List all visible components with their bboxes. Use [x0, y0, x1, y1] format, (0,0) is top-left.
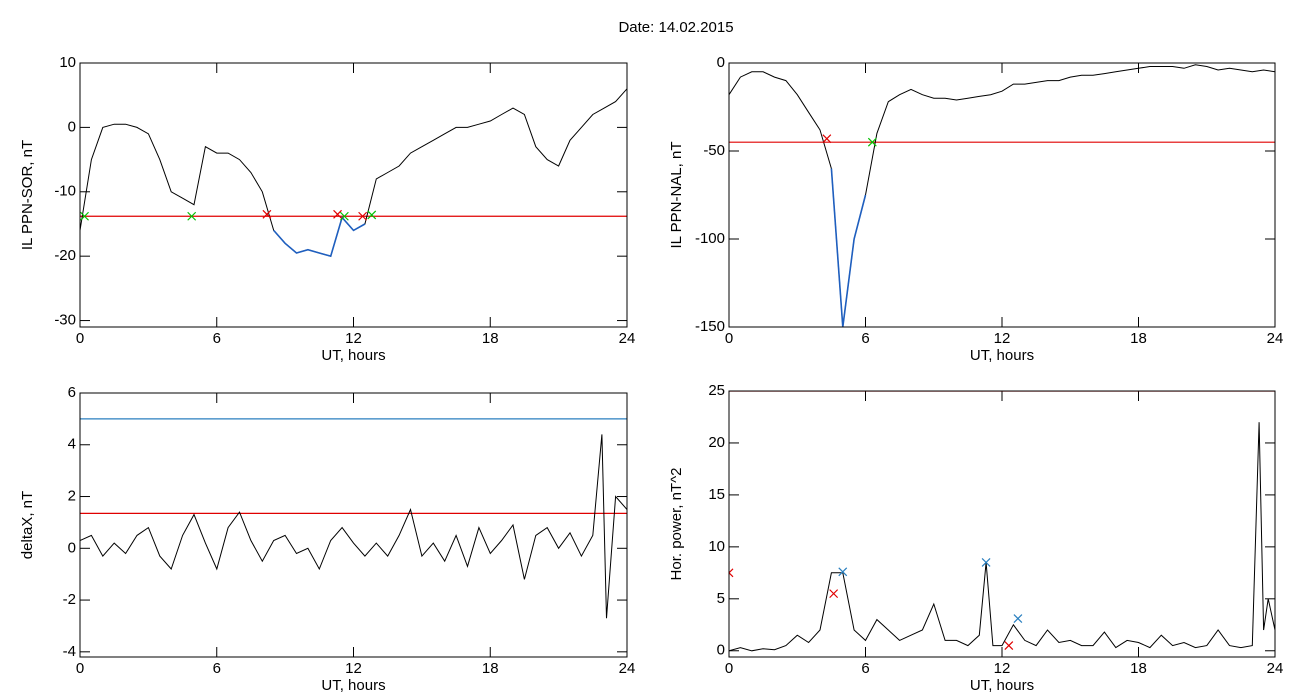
cross-stroke — [829, 589, 839, 599]
x-tick-label: 12 — [345, 330, 362, 347]
plot-frame — [728, 62, 1276, 328]
x-tick-label: 18 — [482, 330, 499, 347]
x-tick-label: 24 — [1267, 660, 1284, 677]
y-tick-label: 4 — [68, 436, 76, 453]
y-tick-label: -100 — [695, 230, 725, 247]
cross-stroke — [1004, 641, 1014, 650]
plot-area — [729, 391, 1275, 652]
x-axis-label: UT, hours — [321, 347, 385, 364]
y-tick-label: 20 — [708, 434, 725, 451]
y-axis-label: IL PPN-SOR, nT — [19, 140, 36, 250]
data-line — [273, 215, 366, 258]
y-tick-label: 0 — [68, 118, 76, 135]
cross-stroke — [838, 567, 848, 577]
x-tick-label: 12 — [345, 660, 362, 677]
x-axis-label: UT, hours — [970, 677, 1034, 694]
cross-marker — [822, 134, 832, 144]
y-axis-label: IL PPN-NAL, nT — [668, 142, 685, 249]
panel: 0 6 12 18 24 -150 -100 -50 0 UT, hours IL PPN-NAL,… — [668, 54, 1283, 364]
x-tick-label: 0 — [725, 660, 733, 677]
y-tick-label: 10 — [59, 54, 76, 71]
cross-marker — [339, 211, 349, 221]
plot-area — [80, 418, 627, 619]
panel: 0 6 12 18 24 -30 -20 -10 0 10 UT, hours IL PPN-SOR,… — [19, 54, 635, 364]
x-tick-label: 0 — [76, 330, 84, 347]
y-tick-label: 0 — [717, 642, 725, 659]
cross-marker — [829, 589, 839, 599]
data-line — [729, 422, 1275, 652]
cross-marker — [358, 211, 368, 221]
y-tick-label: -10 — [54, 183, 76, 200]
y-tick-label: -20 — [54, 247, 76, 264]
x-axis-label: UT, hours — [321, 677, 385, 694]
cross-marker — [981, 558, 991, 567]
cross-marker — [262, 209, 272, 219]
x-tick-label: 0 — [725, 330, 733, 347]
y-axis-label: deltaX, nT — [19, 491, 36, 559]
y-tick-label: 5 — [717, 590, 725, 607]
y-tick-label: -4 — [63, 643, 76, 660]
y-tick-label: -50 — [703, 142, 725, 159]
x-tick-label: 24 — [619, 330, 636, 347]
x-tick-label: 0 — [76, 660, 84, 677]
y-tick-label: 25 — [708, 382, 725, 399]
cross-stroke — [981, 558, 991, 567]
y-tick-label: 2 — [68, 487, 76, 504]
y-tick-label: 0 — [717, 54, 725, 71]
cross-stroke — [358, 211, 368, 221]
cross-marker — [333, 209, 342, 219]
cross-marker — [1013, 614, 1023, 623]
x-tick-label: 6 — [213, 660, 221, 677]
cross-marker — [867, 137, 877, 147]
x-tick-label: 6 — [213, 330, 221, 347]
data-line — [80, 434, 627, 619]
plot-area — [729, 64, 1275, 327]
cross-stroke — [822, 134, 832, 144]
panel: 0 6 12 18 24 0 5 10 15 20 25 UT, hours Hor. power, n… — [668, 382, 1283, 694]
y-tick-label: -2 — [63, 591, 76, 608]
cross-stroke — [729, 571, 734, 578]
y-tick-label: -30 — [54, 312, 76, 329]
plot-frame — [79, 392, 628, 658]
cross-stroke — [729, 568, 734, 574]
x-tick-label: 24 — [619, 660, 636, 677]
x-tick-label: 12 — [994, 330, 1011, 347]
cross-stroke — [262, 209, 272, 219]
x-tick-label: 18 — [1130, 330, 1147, 347]
cross-stroke — [367, 210, 377, 220]
plot-frame — [79, 62, 628, 328]
cross-marker — [838, 567, 848, 577]
y-tick-label: 10 — [708, 538, 725, 555]
plot-frame — [728, 390, 1276, 658]
cross-marker — [187, 211, 197, 221]
cross-stroke — [80, 211, 89, 221]
x-tick-label: 24 — [1267, 330, 1284, 347]
x-tick-label: 6 — [861, 660, 869, 677]
y-tick-label: 0 — [68, 539, 76, 556]
x-tick-label: 6 — [861, 330, 869, 347]
y-tick-label: -150 — [695, 318, 725, 335]
data-line — [830, 168, 867, 327]
figure-title: Date: 14.02.2015 — [618, 19, 733, 36]
data-line — [729, 64, 1275, 327]
cross-stroke — [1013, 614, 1023, 623]
cross-stroke — [867, 137, 877, 147]
cross-marker — [367, 210, 377, 220]
y-tick-label: 15 — [708, 486, 725, 503]
y-axis-label: Hor. power, nT^2 — [668, 468, 685, 581]
plot-area — [80, 88, 627, 258]
x-tick-label: 18 — [482, 660, 499, 677]
cross-stroke — [333, 209, 342, 219]
x-axis-label: UT, hours — [970, 347, 1034, 364]
cross-stroke — [187, 211, 197, 221]
x-tick-label: 12 — [994, 660, 1011, 677]
cross-marker — [80, 211, 89, 221]
cross-marker — [1004, 641, 1014, 650]
cross-marker — [729, 568, 734, 578]
cross-stroke — [339, 211, 349, 221]
x-tick-label: 18 — [1130, 660, 1147, 677]
y-tick-label: 6 — [68, 384, 76, 401]
